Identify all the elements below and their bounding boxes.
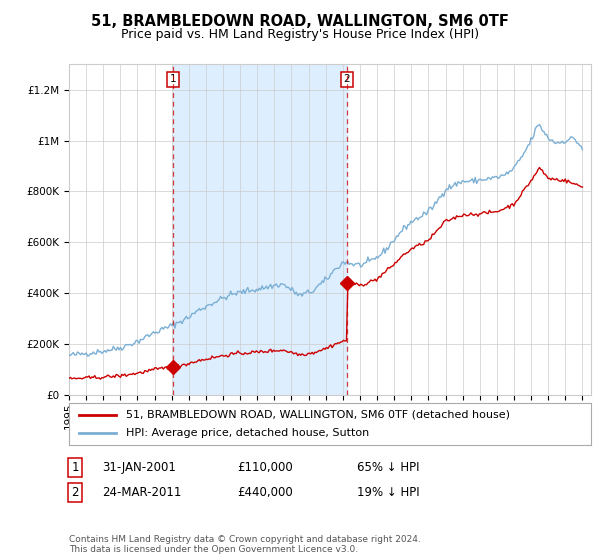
Text: 31-JAN-2001: 31-JAN-2001 [102,461,176,474]
Text: 24-MAR-2011: 24-MAR-2011 [102,486,181,500]
Text: 65% ↓ HPI: 65% ↓ HPI [357,461,419,474]
Text: 2: 2 [343,74,350,84]
Bar [173,64,347,395]
Text: Contains HM Land Registry data © Crown copyright and database right 2024.
This d: Contains HM Land Registry data © Crown c… [69,535,421,554]
Text: Price paid vs. HM Land Registry's House Price Index (HPI): Price paid vs. HM Land Registry's House … [121,28,479,41]
Text: 51, BRAMBLEDOWN ROAD, WALLINGTON, SM6 0TF: 51, BRAMBLEDOWN ROAD, WALLINGTON, SM6 0T… [91,14,509,29]
Text: 2: 2 [71,486,79,500]
Text: 1: 1 [170,74,176,84]
Text: 1: 1 [71,461,79,474]
Text: 51, BRAMBLEDOWN ROAD, WALLINGTON, SM6 0TF (detached house): 51, BRAMBLEDOWN ROAD, WALLINGTON, SM6 0T… [127,410,511,420]
Text: £440,000: £440,000 [237,486,293,500]
Text: 19% ↓ HPI: 19% ↓ HPI [357,486,419,500]
Text: HPI: Average price, detached house, Sutton: HPI: Average price, detached house, Sutt… [127,428,370,438]
Text: £110,000: £110,000 [237,461,293,474]
